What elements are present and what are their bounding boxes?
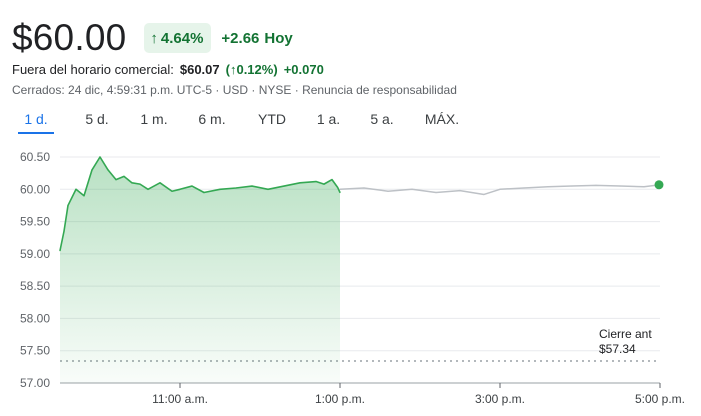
data-point: [331, 179, 333, 181]
x-tick-label: 3:00 p.m.: [475, 392, 525, 406]
tab-1d[interactable]: 1 d.: [18, 106, 54, 134]
data-point: [459, 189, 461, 192]
change-percent-badge: ↑ 4.64%: [144, 23, 212, 53]
y-tick-label: 59.00: [20, 247, 50, 261]
data-point: [235, 187, 237, 189]
data-point: [323, 183, 325, 185]
after-hours-change-abs: +0.070: [283, 62, 324, 77]
y-tick-label: 58.50: [20, 279, 50, 293]
arrow-up-icon: ↑: [229, 62, 237, 77]
tab-6m[interactable]: 6 m.: [198, 111, 226, 127]
data-point: [283, 185, 285, 187]
data-point: [267, 188, 269, 190]
data-point: [363, 187, 365, 189]
data-point: [75, 188, 77, 190]
previous-close-value: $57.34: [599, 342, 636, 356]
x-tick-label: 11:00 a.m.: [152, 392, 208, 406]
after-hours-label: Fuera del horario comercial:: [12, 62, 174, 77]
data-point: [643, 186, 645, 188]
y-tick-label: 59.50: [20, 215, 50, 229]
change-period: Hoy: [264, 29, 293, 47]
tab-5y[interactable]: 5 a.: [370, 111, 394, 127]
data-point: [219, 188, 221, 190]
arrow-up-icon: ↑: [150, 29, 158, 47]
y-tick-label: 57.50: [20, 344, 50, 358]
data-point: [99, 156, 101, 158]
data-point: [411, 188, 413, 190]
tab-5d[interactable]: 5 d.: [85, 111, 109, 127]
current-price: $60.00: [12, 17, 127, 58]
data-point: [299, 182, 301, 184]
price-chart[interactable]: 60.50 60.00 59.50 59.00 58.50 58.00 57.50 57.00…: [0, 140, 701, 416]
data-point: [115, 179, 117, 181]
data-point: [339, 188, 341, 190]
tab-1m[interactable]: 1 m.: [140, 111, 168, 127]
data-point: [595, 184, 597, 187]
last-price-marker: [654, 180, 664, 190]
data-point: [107, 169, 109, 171]
change-abs: +2.66: [221, 29, 260, 47]
change-percent: 4.64%: [160, 29, 204, 47]
change-abs-group: +2.66 Hoy: [221, 30, 292, 47]
data-point: [523, 187, 525, 189]
data-point: [203, 191, 205, 194]
x-tick-label: 5:00 p.m.: [635, 392, 685, 406]
tab-1y[interactable]: 1 a.: [316, 111, 341, 127]
data-point: [339, 191, 341, 194]
data-point: [435, 191, 437, 194]
data-point: [387, 190, 389, 192]
tab-max[interactable]: MÁX.: [424, 111, 460, 127]
data-point: [191, 185, 193, 187]
y-tick-label: 60.00: [20, 182, 50, 196]
regular-session-area: [60, 157, 340, 383]
y-tick-label: 57.00: [20, 376, 50, 390]
data-point: [251, 185, 253, 187]
data-point: [315, 180, 317, 183]
data-point: [147, 188, 149, 190]
after-hours-price: $60.07: [179, 62, 220, 77]
data-point: [499, 188, 501, 190]
data-point: [547, 186, 549, 188]
x-tick-label: 1:00 p.m.: [315, 392, 365, 406]
data-point: [571, 185, 573, 187]
quote-header: $60.00 ↑ 4.64% +2.66 Hoy: [12, 14, 293, 62]
market-status-text: Cerrados: 24 dic, 4:59:31 p.m. UTC-5 · U…: [12, 83, 303, 97]
market-status: Cerrados: 24 dic, 4:59:31 p.m. UTC-5 · U…: [12, 83, 457, 97]
data-point: [139, 183, 141, 185]
data-point: [179, 188, 181, 190]
data-point: [131, 182, 133, 184]
after-hours-change-percent-group: (↑0.12%): [225, 62, 278, 77]
data-point: [63, 230, 65, 232]
data-point: [59, 250, 61, 252]
after-hours-change-percent: 0.12%: [236, 62, 274, 77]
data-point: [337, 186, 339, 188]
after-hours-row: Fuera del horario comercial: $60.07 (↑0.…: [12, 62, 324, 77]
previous-close-label: Cierre ant: [599, 327, 652, 341]
y-tick-label: 58.00: [20, 311, 50, 325]
data-point: [619, 185, 621, 187]
data-point: [159, 182, 161, 184]
data-point: [483, 193, 485, 196]
range-tabs: 1 d. 5 d. 1 m. 6 m. YTD 1 a. 5 a. MÁX.: [18, 106, 461, 134]
data-point: [91, 169, 93, 171]
tab-ytd[interactable]: YTD: [258, 111, 286, 127]
data-point: [123, 175, 125, 177]
y-tick-label: 60.50: [20, 150, 50, 164]
data-point: [67, 204, 69, 207]
data-point: [83, 195, 85, 197]
data-point: [171, 190, 173, 192]
disclaimer-link[interactable]: Renuncia de responsabilidad: [302, 83, 457, 97]
